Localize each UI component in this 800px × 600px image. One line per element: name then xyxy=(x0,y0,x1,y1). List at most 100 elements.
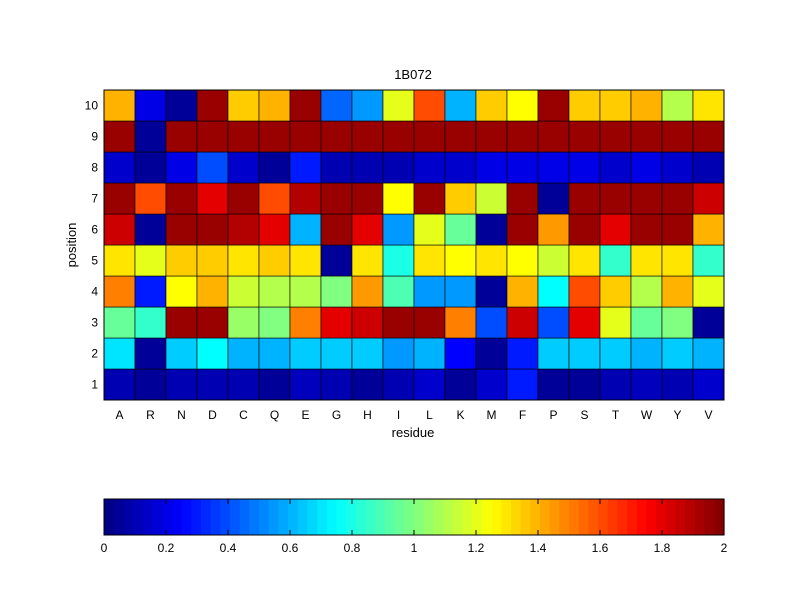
heatmap-cell xyxy=(196,182,229,215)
heatmap-cell xyxy=(227,89,260,122)
chart-title: 1B072 xyxy=(394,67,432,82)
heatmap-cell xyxy=(351,275,384,308)
colorbar-step xyxy=(588,499,599,535)
heatmap-cell xyxy=(165,213,198,246)
heatmap-cell xyxy=(568,151,601,184)
colorbar-tick-label: 1.6 xyxy=(592,541,609,555)
heatmap-cell xyxy=(196,151,229,184)
heatmap-cell xyxy=(537,89,570,122)
heatmap-cell xyxy=(599,213,632,246)
heatmap-cell xyxy=(165,306,198,339)
heatmap-cell xyxy=(661,275,694,308)
heatmap-cell xyxy=(568,182,601,215)
heatmap-cell xyxy=(165,368,198,401)
colorbar-step xyxy=(433,499,444,535)
heatmap-cell xyxy=(692,120,725,153)
heatmap-cell xyxy=(537,306,570,339)
heatmap-cell xyxy=(320,89,353,122)
heatmap-cell xyxy=(289,151,322,184)
colorbar-step xyxy=(200,499,212,535)
heatmap-cell xyxy=(537,337,570,370)
heatmap-cell xyxy=(382,213,415,246)
colorbar-step xyxy=(539,499,551,535)
heatmap-cells xyxy=(103,89,725,401)
heatmap-cell xyxy=(258,275,291,308)
heatmap-cell xyxy=(196,120,229,153)
heatmap-cell xyxy=(475,368,508,401)
heatmap-cell xyxy=(568,368,601,401)
heatmap-cell xyxy=(196,337,229,370)
colorbar-step xyxy=(220,499,231,535)
heatmap-cell xyxy=(413,182,446,215)
heatmap-cell xyxy=(134,306,167,339)
heatmap-cell xyxy=(382,275,415,308)
x-tick-label: W xyxy=(641,408,653,422)
heatmap-cell xyxy=(196,89,229,122)
heatmap-cell xyxy=(413,89,446,122)
heatmap-cell xyxy=(475,275,508,308)
heatmap-cell xyxy=(382,337,415,370)
heatmap-cell xyxy=(506,337,539,370)
heatmap-cell xyxy=(258,306,291,339)
x-tick-label: R xyxy=(146,408,155,422)
heatmap-cell xyxy=(630,275,663,308)
heatmap-cell xyxy=(692,275,725,308)
heatmap-cell xyxy=(289,306,322,339)
heatmap-cell xyxy=(103,244,136,277)
x-tick-label: F xyxy=(519,408,526,422)
y-tick-label: 2 xyxy=(91,347,98,361)
heatmap-cell xyxy=(537,275,570,308)
heatmap-cell xyxy=(692,337,725,370)
heatmap-cell xyxy=(630,244,663,277)
heatmap-cell xyxy=(227,151,260,184)
colorbar-step xyxy=(365,499,376,535)
heatmap-cell xyxy=(413,244,446,277)
heatmap-cell xyxy=(692,89,725,122)
colorbar-step xyxy=(510,499,522,535)
heatmap-cell xyxy=(320,244,353,277)
heatmap-cell xyxy=(599,275,632,308)
heatmap-cell xyxy=(134,244,167,277)
heatmap-cell xyxy=(661,244,694,277)
y-tick-label: 3 xyxy=(91,316,98,330)
x-tick-label: Q xyxy=(270,408,279,422)
heatmap-cell xyxy=(351,213,384,246)
heatmap-cell xyxy=(351,337,384,370)
heatmap-cell xyxy=(165,244,198,277)
heatmap-cell xyxy=(258,213,291,246)
heatmap-cell xyxy=(103,368,136,401)
colorbar-step xyxy=(704,499,715,535)
colorbar-step xyxy=(665,499,677,535)
colorbar-tick-label: 0.6 xyxy=(282,541,299,555)
heatmap-cell xyxy=(196,213,229,246)
heatmap-cell xyxy=(165,275,198,308)
x-tick-label: E xyxy=(301,408,309,422)
colorbar-step xyxy=(346,499,357,535)
colorbar-step xyxy=(675,499,686,535)
y-tick-label: 7 xyxy=(91,192,98,206)
colorbar-step xyxy=(714,499,725,535)
heatmap-cell xyxy=(320,275,353,308)
heatmap-cell xyxy=(320,306,353,339)
heatmap-cell xyxy=(134,337,167,370)
heatmap-cell xyxy=(444,151,477,184)
heatmap-cell xyxy=(413,306,446,339)
colorbar-step xyxy=(297,499,309,535)
heatmap-cell xyxy=(382,306,415,339)
heatmap-cell xyxy=(568,244,601,277)
heatmap-cell xyxy=(134,120,167,153)
heatmap-cell xyxy=(692,306,725,339)
heatmap-cell xyxy=(134,89,167,122)
heatmap-cell xyxy=(630,89,663,122)
heatmap-cell xyxy=(537,151,570,184)
heatmap-cell xyxy=(661,120,694,153)
heatmap-cell xyxy=(227,213,260,246)
colorbar-step xyxy=(414,499,425,535)
colorbar-tick-label: 1.2 xyxy=(468,541,485,555)
colorbar-step xyxy=(171,499,183,535)
heatmap-cell xyxy=(103,182,136,215)
heatmap-cell xyxy=(382,120,415,153)
heatmap-cell xyxy=(258,337,291,370)
colorbar-tick-label: 0.8 xyxy=(344,541,361,555)
heatmap-cell xyxy=(289,213,322,246)
